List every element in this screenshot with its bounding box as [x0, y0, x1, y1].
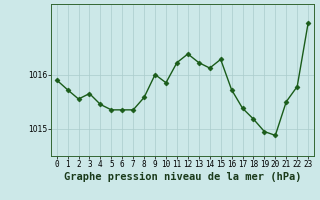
X-axis label: Graphe pression niveau de la mer (hPa): Graphe pression niveau de la mer (hPa) — [64, 172, 301, 182]
